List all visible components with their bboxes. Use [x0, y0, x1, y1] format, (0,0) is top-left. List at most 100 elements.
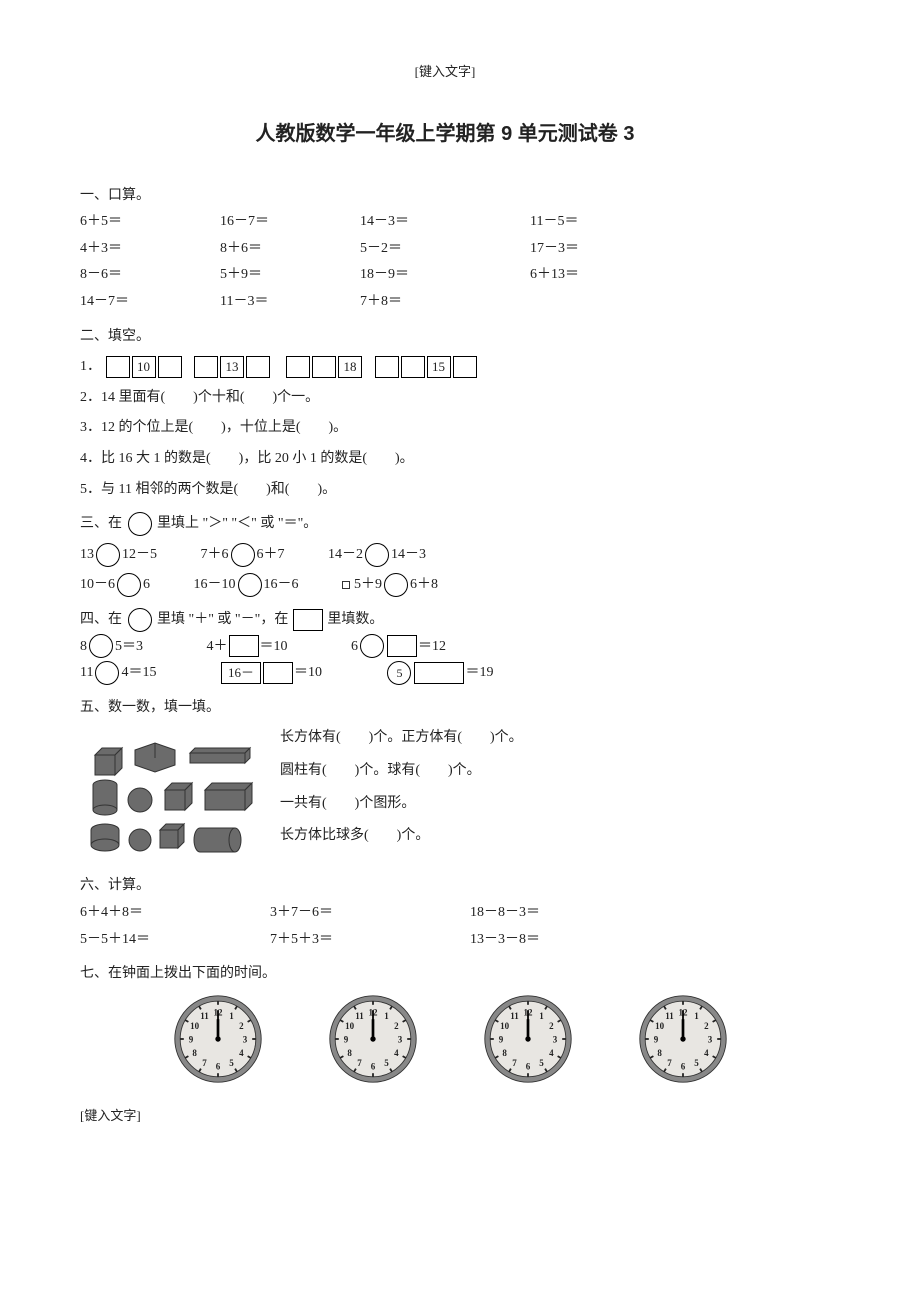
- shape-q: 长方体有( )个。正方体有( )个。: [280, 725, 810, 752]
- num-box[interactable]: [414, 662, 464, 684]
- svg-text:1: 1: [229, 1011, 234, 1021]
- fill-box[interactable]: [375, 356, 399, 378]
- section-5-heading: 五、数一数，填一填。: [80, 695, 810, 722]
- fill-box[interactable]: [286, 356, 310, 378]
- svg-text:4: 4: [239, 1048, 244, 1058]
- svg-text:8: 8: [657, 1048, 662, 1058]
- expr-part: 11: [80, 665, 93, 680]
- svg-text:10: 10: [500, 1021, 510, 1031]
- compare-circle[interactable]: [117, 573, 141, 597]
- expr-part: ＝12: [418, 639, 446, 654]
- cmp-left: 14－2: [328, 547, 363, 562]
- svg-text:10: 10: [190, 1021, 200, 1031]
- svg-text:9: 9: [498, 1034, 503, 1044]
- fill-box[interactable]: [401, 356, 425, 378]
- svg-text:8: 8: [347, 1048, 352, 1058]
- num-box[interactable]: [229, 635, 259, 657]
- svg-text:11: 11: [355, 1011, 364, 1021]
- cmp-right: 14－3: [391, 547, 426, 562]
- svg-text:4: 4: [394, 1048, 399, 1058]
- calc-item: 11－5＝: [530, 209, 680, 236]
- calc-item: 7＋5＋3＝: [270, 927, 470, 954]
- compare-circle[interactable]: [238, 573, 262, 597]
- fill-box[interactable]: 18: [338, 356, 362, 378]
- svg-text:6: 6: [680, 1061, 685, 1071]
- expr-part: 8: [80, 639, 87, 654]
- num-box[interactable]: [263, 662, 293, 684]
- header-note: [键入文字]: [80, 60, 810, 85]
- fill-box[interactable]: 13: [220, 356, 244, 378]
- fill-box[interactable]: 15: [427, 356, 451, 378]
- svg-text:3: 3: [242, 1034, 247, 1044]
- compare-row: 10－66 16－1016－6 5＋96＋8: [80, 572, 810, 599]
- fill-box[interactable]: [246, 356, 270, 378]
- cmp-left: 10－6: [80, 577, 115, 592]
- svg-text:7: 7: [357, 1058, 362, 1068]
- op-circle[interactable]: [95, 661, 119, 685]
- op-circle[interactable]: 5: [387, 661, 411, 685]
- expr-part: 6: [351, 639, 358, 654]
- shapes-image: [80, 725, 260, 865]
- cmp-left: 5＋9: [354, 577, 382, 592]
- fill-box[interactable]: 10: [132, 356, 156, 378]
- calc-item: 14－3＝: [360, 209, 530, 236]
- op-circle[interactable]: [360, 634, 384, 658]
- svg-text:11: 11: [665, 1011, 674, 1021]
- calc-item: [530, 289, 680, 316]
- compare-circle[interactable]: [365, 543, 389, 567]
- svg-text:5: 5: [539, 1058, 544, 1068]
- svg-text:7: 7: [667, 1058, 672, 1068]
- compare-circle[interactable]: [231, 543, 255, 567]
- q2-4: 4．比 16 大 1 的数是( )，比 20 小 1 的数是( )。: [80, 446, 810, 473]
- expr-part: ＝19: [465, 665, 493, 680]
- fill-box[interactable]: [158, 356, 182, 378]
- svg-text:5: 5: [229, 1058, 234, 1068]
- svg-text:3: 3: [552, 1034, 557, 1044]
- fill-box[interactable]: [312, 356, 336, 378]
- shape-q: 长方体比球多( )个。: [280, 823, 810, 850]
- calc-item: 8＋6＝: [220, 236, 360, 263]
- cmp-left: 13: [80, 547, 94, 562]
- fill-box[interactable]: [106, 356, 130, 378]
- calc-grid-1: 6＋5＝ 16－7＝ 14－3＝ 11－5＝ 4＋3＝ 8＋6＝ 5－2＝ 17…: [80, 209, 810, 315]
- q2-3: 3．12 的个位上是( )，十位上是( )。: [80, 415, 810, 442]
- clocks-row: 121234567891011 121234567891011 12123456…: [80, 994, 810, 1084]
- compare-circle[interactable]: [384, 573, 408, 597]
- op-circle[interactable]: [89, 634, 113, 658]
- svg-text:1: 1: [694, 1011, 699, 1021]
- cmp-right: 6: [143, 577, 150, 592]
- calc-item: 14－7＝: [80, 289, 220, 316]
- svg-text:3: 3: [397, 1034, 402, 1044]
- num-box[interactable]: [387, 635, 417, 657]
- clock-icon: 121234567891011: [638, 994, 728, 1084]
- heading-part: 里填数。: [327, 612, 383, 627]
- expr-part: 4＋: [207, 639, 228, 654]
- shape-q: 圆柱有( )个。球有( )个。: [280, 758, 810, 785]
- heading-part: 里填上 "＞" "＜" 或 "＝"。: [157, 516, 317, 531]
- section-2: 二、填空。 1． 10 13 18 15 2．14 里面有( )个十和( )个一…: [80, 324, 810, 504]
- section-2-heading: 二、填空。: [80, 324, 810, 351]
- compare-circle[interactable]: [96, 543, 120, 567]
- circle-icon: [128, 608, 152, 632]
- svg-text:10: 10: [655, 1021, 665, 1031]
- expr-part: ＝10: [260, 639, 288, 654]
- svg-text:9: 9: [343, 1034, 348, 1044]
- svg-text:5: 5: [694, 1058, 699, 1068]
- calc-item: 17－3＝: [530, 236, 680, 263]
- svg-text:11: 11: [510, 1011, 519, 1021]
- section-1-heading: 一、口算。: [80, 183, 810, 210]
- heading-part: 三、在: [80, 516, 122, 531]
- fill-box[interactable]: [194, 356, 218, 378]
- num-box[interactable]: 16－: [221, 662, 261, 684]
- svg-text:1: 1: [539, 1011, 544, 1021]
- cmp-right: 6＋8: [410, 577, 438, 592]
- cmp-left: 16－10: [194, 577, 236, 592]
- shapes-questions: 长方体有( )个。正方体有( )个。 圆柱有( )个。球有( )个。 一共有( …: [280, 725, 810, 855]
- fill-box[interactable]: [453, 356, 477, 378]
- clock-icon: 121234567891011: [328, 994, 418, 1084]
- q2-1: 1． 10 13 18 15: [80, 354, 810, 381]
- section-3: 三、在 里填上 "＞" "＜" 或 "＝"。 1312－5 7＋66＋7 14－…: [80, 511, 810, 599]
- calc-item: 18－8－3＝: [470, 900, 650, 927]
- cmp-right: 12－5: [122, 547, 157, 562]
- calc-grid-2: 6＋4＋8＝ 3＋7－6＝ 18－8－3＝ 5－5＋14＝ 7＋5＋3＝ 13－…: [80, 900, 810, 953]
